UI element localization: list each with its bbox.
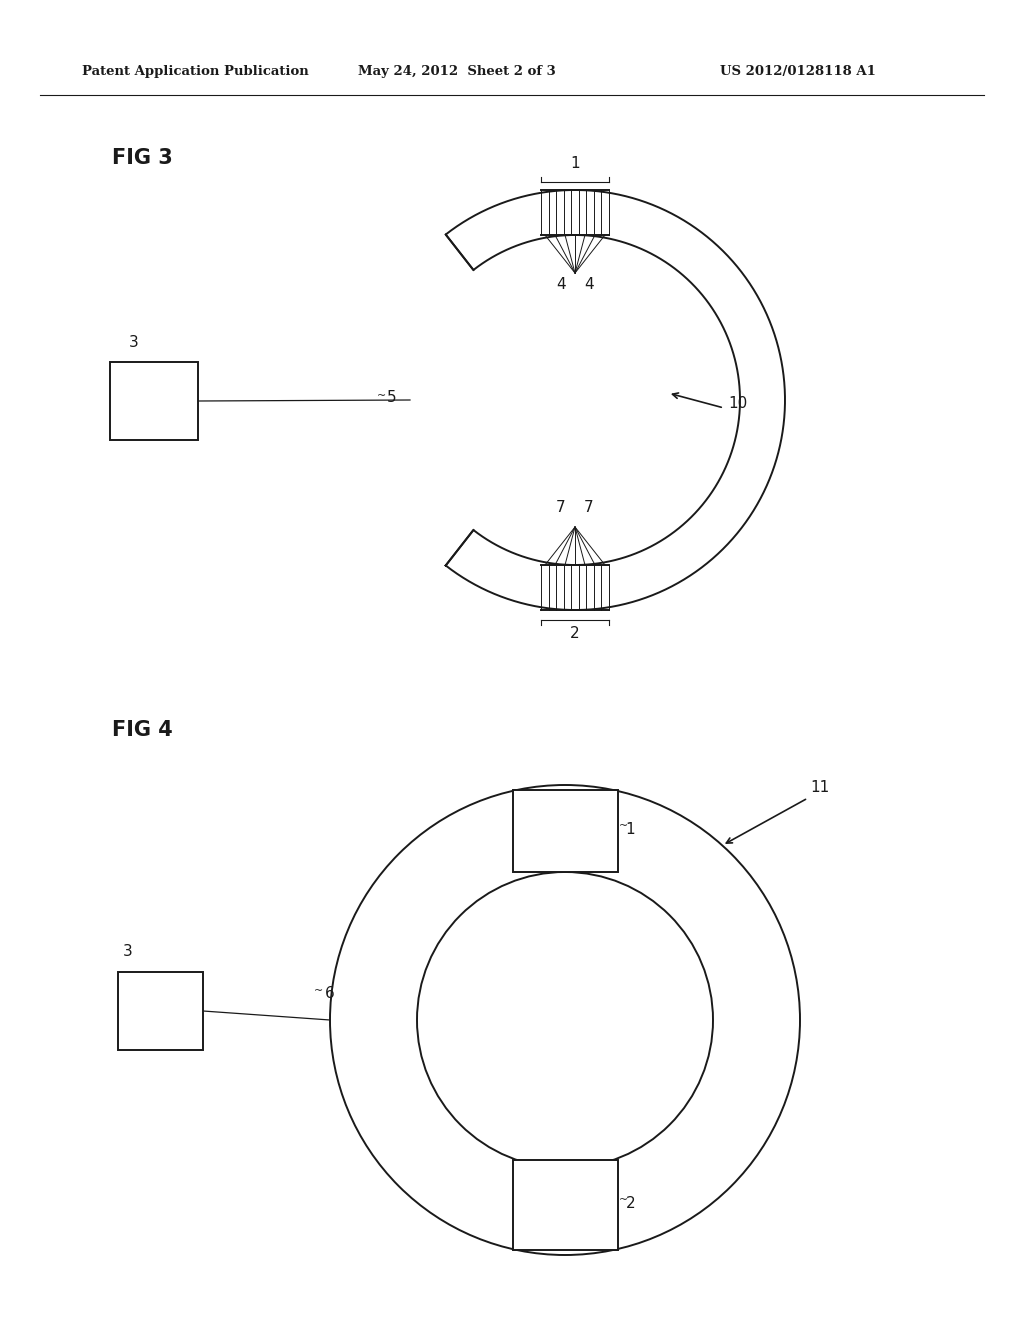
- Text: ~: ~: [377, 391, 386, 401]
- Text: 5: 5: [387, 391, 397, 405]
- Text: 2: 2: [626, 1196, 635, 1210]
- Text: 1: 1: [570, 156, 580, 172]
- Text: FIG 3: FIG 3: [112, 148, 173, 168]
- Bar: [512, 789, 617, 873]
- Text: Patent Application Publication: Patent Application Publication: [82, 66, 309, 78]
- Text: 10: 10: [728, 396, 748, 411]
- Text: 4: 4: [556, 277, 566, 292]
- Text: 2: 2: [570, 626, 580, 642]
- Text: 4: 4: [584, 277, 594, 292]
- Text: 6: 6: [325, 986, 335, 1001]
- Text: 3: 3: [123, 944, 133, 960]
- Polygon shape: [445, 190, 785, 610]
- Circle shape: [417, 873, 713, 1168]
- Text: 1: 1: [626, 822, 635, 837]
- Text: 7: 7: [556, 500, 566, 515]
- Text: ~: ~: [618, 821, 628, 832]
- Bar: [512, 1160, 617, 1250]
- Text: 7: 7: [584, 500, 594, 515]
- Text: 11: 11: [810, 780, 829, 795]
- Circle shape: [330, 785, 800, 1255]
- Text: FIG 4: FIG 4: [112, 719, 173, 741]
- Text: ~: ~: [314, 986, 324, 997]
- Text: 3: 3: [129, 335, 138, 350]
- Bar: [110, 362, 198, 440]
- Bar: [118, 972, 203, 1049]
- Text: May 24, 2012  Sheet 2 of 3: May 24, 2012 Sheet 2 of 3: [358, 66, 556, 78]
- Text: US 2012/0128118 A1: US 2012/0128118 A1: [720, 66, 876, 78]
- Text: ~: ~: [618, 1195, 628, 1205]
